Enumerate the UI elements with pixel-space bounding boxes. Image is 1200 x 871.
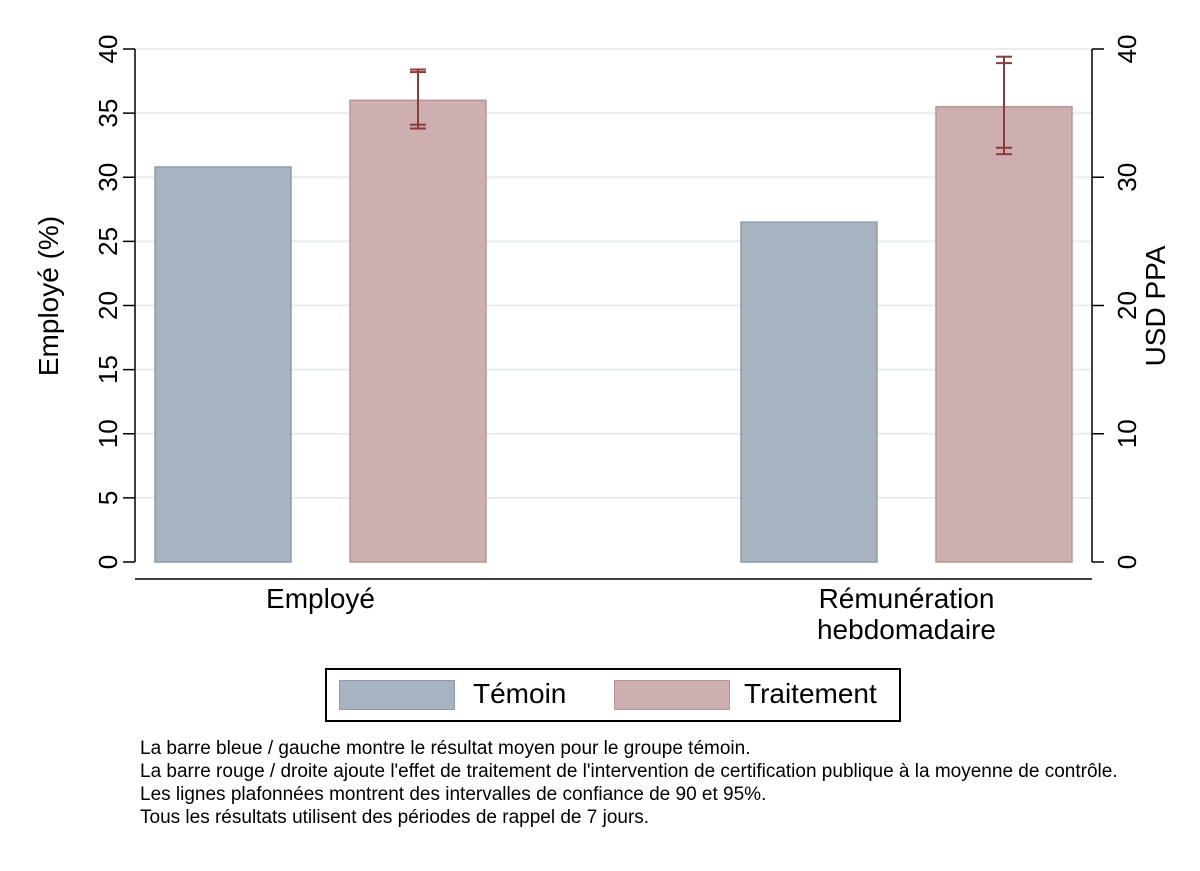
y-tick-label-right: 20 <box>1112 291 1142 320</box>
category-label: Employé <box>266 583 375 614</box>
bar-traitement <box>349 99 487 563</box>
y-axis-title-left: Employé (%) <box>33 216 64 376</box>
note-line: Tous les résultats utilisent des période… <box>140 807 650 828</box>
y-tick-label-left: 15 <box>93 355 123 384</box>
legend-swatch-traitement <box>614 680 730 710</box>
note-line: La barre bleue / gauche montre le résult… <box>140 738 751 759</box>
error-bars <box>410 55 1012 156</box>
y-tick-label-right: 40 <box>1112 35 1142 64</box>
legend-label-traitement: Traitement <box>744 678 877 709</box>
bars <box>154 99 1073 563</box>
axes: 0 5 10 15 20 25 30 35 40 0 10 20 30 40 <box>93 35 1142 580</box>
bar-temoin <box>740 221 878 563</box>
y-tick-label-left: 30 <box>93 163 123 192</box>
category-label: Rémunération hebdomadaire <box>817 583 996 645</box>
bar-traitement <box>935 105 1073 563</box>
y-tick-label-left: 5 <box>93 491 123 505</box>
gridlines <box>135 48 1092 499</box>
note-line: Les lignes plafonnées montrent des inter… <box>140 784 767 805</box>
y-tick-label-left: 40 <box>93 35 123 64</box>
y-tick-label-left: 35 <box>93 99 123 128</box>
y-tick-label-left: 25 <box>93 227 123 256</box>
note-line: La barre rouge / droite ajoute l'effet d… <box>140 761 1118 782</box>
y-tick-label-left: 20 <box>93 291 123 320</box>
y-tick-label-right: 10 <box>1112 419 1142 448</box>
legend: Témoin Traitement <box>325 668 901 722</box>
category-labels: Employé Rémunération hebdomadaire <box>266 583 996 645</box>
chart-notes: La barre bleue / gauche montre le résult… <box>140 737 1140 829</box>
bar-temoin <box>154 166 292 563</box>
y-tick-label-left: 0 <box>93 555 123 569</box>
legend-swatch-temoin <box>339 680 455 710</box>
legend-label-temoin: Témoin <box>473 678 567 709</box>
y-tick-label-left: 10 <box>93 419 123 448</box>
y-tick-label-right: 0 <box>1112 555 1142 569</box>
y-tick-label-right: 30 <box>1112 163 1142 192</box>
y-axis-title-right: USD PPA <box>1140 245 1171 366</box>
